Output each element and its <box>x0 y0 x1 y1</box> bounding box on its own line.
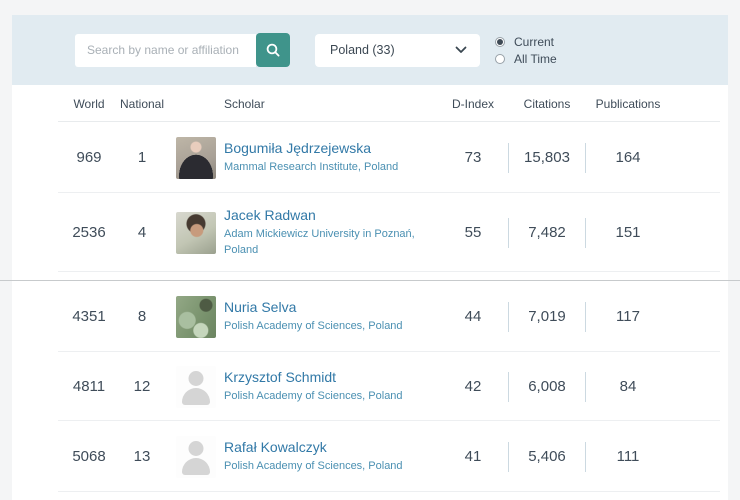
publications-value: 164 <box>586 149 670 166</box>
scholar-name-link[interactable]: Rafał Kowalczyk <box>224 439 419 455</box>
page-section-divider <box>0 280 740 281</box>
scholar-name-link[interactable]: Krzysztof Schmidt <box>224 369 419 385</box>
scholar-info: Krzysztof Schmidt Polish Academy of Scie… <box>224 369 438 405</box>
citations-value: 15,803 <box>509 149 585 166</box>
national-rank-value: 1 <box>118 149 166 166</box>
country-select[interactable]: Poland (33) <box>315 34 480 67</box>
search-button[interactable] <box>256 33 290 67</box>
d-index-value: 44 <box>438 308 508 325</box>
time-filter-option[interactable]: Current <box>495 35 557 49</box>
citations-value: 7,482 <box>509 224 585 241</box>
scholar-info: Bogumiła Jędrzejewska Mammal Research In… <box>224 140 438 176</box>
scholar-affiliation: Polish Academy of Sciences, Poland <box>224 459 429 475</box>
search-icon <box>265 42 281 58</box>
ranking-table-card: World National Scholar D-Index Citations… <box>12 85 728 500</box>
d-index-value: 42 <box>438 378 508 395</box>
scholar-name-link[interactable]: Jacek Radwan <box>224 207 419 223</box>
scholar-info: Nuria Selva Polish Academy of Sciences, … <box>224 299 438 335</box>
time-filter-group: Current All Time <box>495 35 557 66</box>
column-header-scholar: Scholar <box>224 97 438 111</box>
country-select-value: Poland (33) <box>330 43 395 57</box>
scholar-name-link[interactable]: Nuria Selva <box>224 299 419 315</box>
scholar-info: Jacek Radwan Adam Mickiewicz University … <box>224 207 438 259</box>
table-header: World National Scholar D-Index Citations… <box>12 85 728 122</box>
world-rank-value: 4351 <box>60 308 118 325</box>
scholar-info: Rafał Kowalczyk Polish Academy of Scienc… <box>224 439 438 475</box>
world-rank-value: 969 <box>60 149 118 166</box>
scholar-name-link[interactable]: Bogumiła Jędrzejewska <box>224 140 419 156</box>
scholar-avatar[interactable] <box>176 137 216 179</box>
citations-value: 7,019 <box>509 308 585 325</box>
search-box <box>75 33 290 67</box>
national-rank-value: 12 <box>118 378 166 395</box>
table-row: 2536 4 Jacek Radwan Adam Mickiewicz Univ… <box>12 193 728 272</box>
world-rank-value: 2536 <box>60 224 118 241</box>
column-header-publications: Publications <box>586 97 670 111</box>
scholar-avatar[interactable] <box>176 212 216 254</box>
scholar-affiliation: Adam Mickiewicz University in Poznań, Po… <box>224 227 429 259</box>
world-rank-value: 4811 <box>60 378 118 395</box>
column-header-world: World <box>60 97 118 111</box>
national-rank-value: 8 <box>118 308 166 325</box>
citations-value: 6,008 <box>509 378 585 395</box>
national-rank-value: 13 <box>118 448 166 465</box>
filter-toolbar: Poland (33) Current All Time <box>12 15 728 85</box>
chevron-down-icon <box>455 46 467 54</box>
citations-value: 5,406 <box>509 448 585 465</box>
scholar-avatar[interactable] <box>176 296 216 338</box>
search-input[interactable] <box>75 34 256 67</box>
radio-icon <box>495 37 505 47</box>
scholar-avatar[interactable] <box>176 366 216 408</box>
table-body: 969 1 Bogumiła Jędrzejewska Mammal Resea… <box>12 122 728 492</box>
publications-value: 117 <box>586 308 670 325</box>
national-rank-value: 4 <box>118 224 166 241</box>
time-filter-option[interactable]: All Time <box>495 52 557 66</box>
column-header-national: National <box>118 97 166 111</box>
column-header-d-index: D-Index <box>438 97 508 111</box>
publications-value: 84 <box>586 378 670 395</box>
d-index-value: 73 <box>438 149 508 166</box>
column-header-citations: Citations <box>509 97 585 111</box>
table-row: 4351 8 Nuria Selva Polish Academy of Sci… <box>12 281 728 352</box>
scholar-affiliation: Mammal Research Institute, Poland <box>224 160 429 176</box>
scholar-avatar[interactable] <box>176 436 216 478</box>
publications-value: 111 <box>586 448 670 465</box>
d-index-value: 55 <box>438 224 508 241</box>
publications-value: 151 <box>586 224 670 241</box>
scholar-affiliation: Polish Academy of Sciences, Poland <box>224 389 429 405</box>
radio-icon <box>495 54 505 64</box>
table-row: 5068 13 Rafał Kowalczyk Polish Academy o… <box>12 421 728 492</box>
d-index-value: 41 <box>438 448 508 465</box>
table-row: 4811 12 Krzysztof Schmidt Polish Academy… <box>12 352 728 421</box>
scholar-affiliation: Polish Academy of Sciences, Poland <box>224 319 429 335</box>
table-row: 969 1 Bogumiła Jędrzejewska Mammal Resea… <box>12 122 728 193</box>
world-rank-value: 5068 <box>60 448 118 465</box>
